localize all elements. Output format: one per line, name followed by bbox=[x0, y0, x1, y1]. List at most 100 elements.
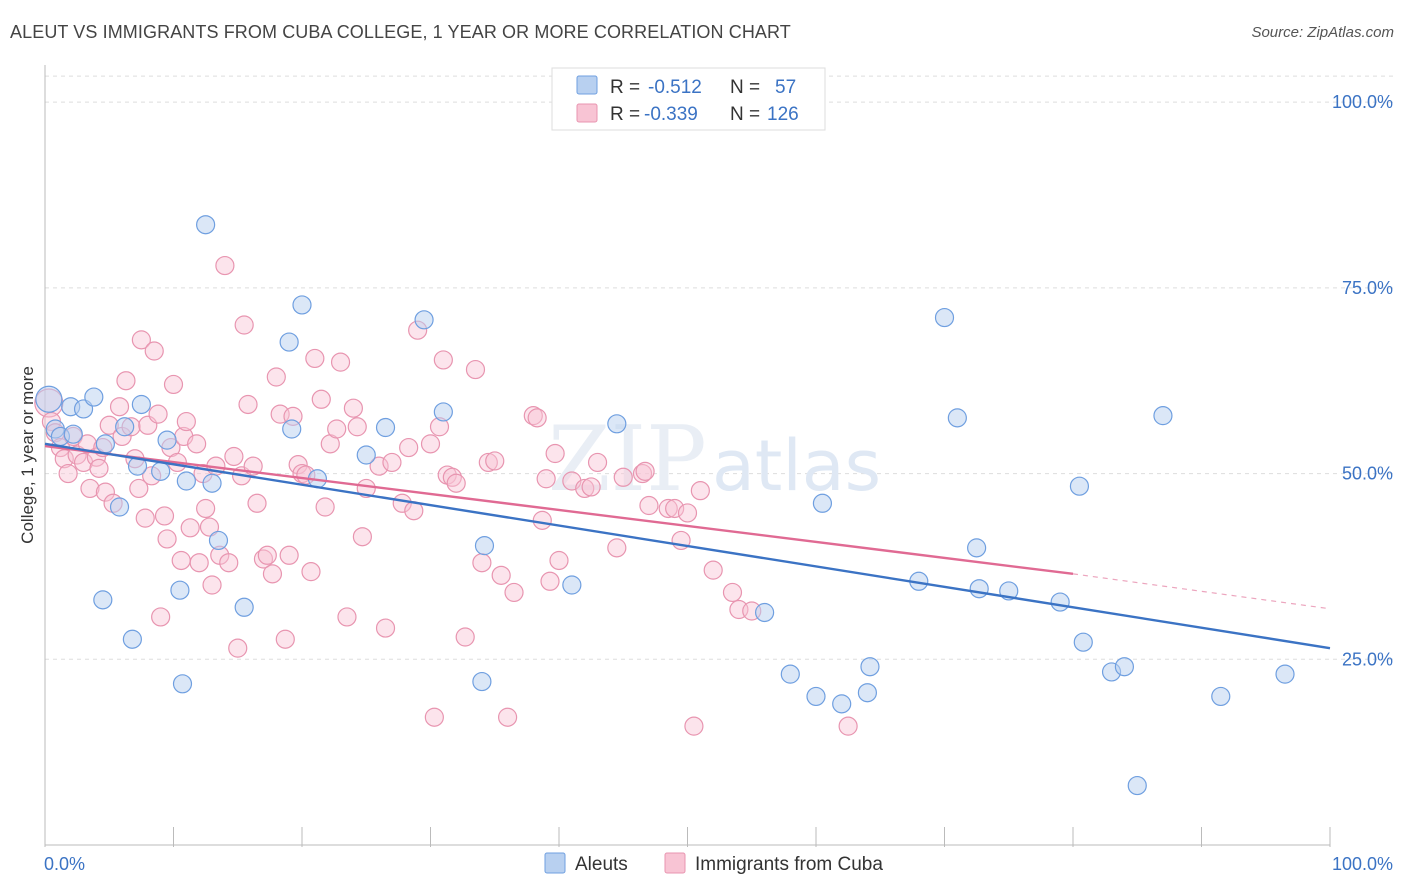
bottom-legend-label-aleuts: Aleuts bbox=[575, 854, 628, 875]
aleut-point bbox=[754, 602, 775, 623]
aleut-point bbox=[172, 674, 193, 694]
source-credit: Source: ZipAtlas.com bbox=[1251, 24, 1394, 41]
aleut-point bbox=[472, 671, 492, 692]
aleut-point bbox=[1127, 775, 1147, 796]
cuba-point bbox=[677, 503, 698, 523]
cuba-point bbox=[527, 408, 547, 428]
cuba-point bbox=[375, 618, 396, 638]
legend-swatch-cuba bbox=[576, 103, 598, 123]
stats-legend: R = -0.512 N = 57 R = -0.339 N = 126 bbox=[551, 67, 826, 131]
aleut-point bbox=[234, 597, 254, 617]
aleut-point bbox=[375, 417, 396, 438]
cuba-point bbox=[504, 582, 524, 603]
cuba-point bbox=[498, 707, 518, 727]
aleut-point bbox=[122, 629, 142, 649]
legend-n-value-cuba: 126 bbox=[767, 104, 799, 125]
cuba-point bbox=[202, 575, 222, 595]
y-tick-label-2: 75.0% bbox=[1342, 278, 1393, 298]
aleut-point bbox=[208, 530, 229, 551]
cuba-point bbox=[58, 463, 78, 484]
legend-r-value-aleuts: -0.512 bbox=[648, 77, 702, 98]
aleut-point bbox=[115, 417, 135, 437]
y-axis-label: College, 1 year or more bbox=[18, 366, 37, 544]
aleut-point bbox=[1050, 592, 1070, 612]
aleut-point bbox=[812, 493, 833, 513]
aleut-point bbox=[93, 590, 113, 610]
cuba-point bbox=[485, 451, 505, 471]
cuba-point bbox=[151, 607, 171, 627]
cuba-point bbox=[703, 560, 723, 580]
cuba-point bbox=[540, 571, 560, 591]
watermark-atlas: atlas bbox=[712, 425, 881, 507]
cuba-point bbox=[148, 404, 168, 424]
chart-title: ALEUT VS IMMIGRANTS FROM CUBA COLLEGE, 1… bbox=[10, 22, 791, 42]
x-tick-label-min: 0.0% bbox=[44, 854, 85, 874]
aleut-point bbox=[1069, 476, 1090, 496]
cuba-point bbox=[305, 348, 325, 369]
cuba-point bbox=[327, 419, 347, 439]
cuba-point bbox=[262, 564, 283, 584]
cuba-point bbox=[219, 553, 239, 573]
cuba-point bbox=[491, 565, 511, 585]
x-tick-label-max: 100.0% bbox=[1332, 854, 1393, 874]
aleut-point bbox=[282, 419, 302, 439]
cuba-point bbox=[690, 481, 710, 501]
aleut-point bbox=[109, 497, 130, 517]
aleut-point bbox=[857, 683, 878, 703]
cuba-point bbox=[587, 452, 608, 473]
cuba-point bbox=[301, 562, 321, 582]
y-tick-label-1: 50.0% bbox=[1342, 464, 1393, 484]
aleut-point bbox=[832, 694, 852, 714]
cuba-point bbox=[356, 478, 376, 499]
aleut-point bbox=[433, 402, 453, 422]
cuba-point bbox=[330, 352, 351, 372]
y-tick-label-3: 100.0% bbox=[1332, 92, 1393, 112]
aleut-point bbox=[157, 430, 177, 450]
watermark-zip: ZIP bbox=[548, 407, 707, 512]
aleut-point bbox=[131, 394, 151, 415]
bottom-legend-swatch-cuba bbox=[664, 852, 686, 874]
cuba-point bbox=[420, 434, 441, 454]
cuba-point bbox=[131, 330, 151, 350]
aleut-point bbox=[1073, 632, 1093, 652]
aleut-point bbox=[414, 310, 434, 330]
cuba-point bbox=[95, 482, 115, 502]
cuba-point bbox=[635, 461, 655, 481]
cuba-point bbox=[253, 549, 274, 569]
cuba-point bbox=[224, 446, 244, 467]
cuba-point bbox=[189, 553, 209, 573]
cuba-point bbox=[478, 452, 498, 473]
cuba-point bbox=[257, 545, 277, 565]
cuba-point bbox=[311, 389, 331, 409]
legend-r-value-cuba: -0.339 bbox=[644, 104, 698, 125]
aleut-points bbox=[35, 215, 1295, 796]
bottom-legend-label-cuba: Immigrants from Cuba bbox=[695, 854, 883, 875]
cuba-point bbox=[180, 518, 200, 538]
cuba-point bbox=[455, 627, 475, 647]
cuba-point bbox=[433, 350, 453, 370]
aleut-point bbox=[196, 215, 216, 235]
cuba-point bbox=[472, 553, 492, 573]
aleut-point bbox=[176, 471, 196, 491]
cuba-point bbox=[722, 582, 743, 603]
cuba-point bbox=[549, 550, 569, 571]
cuba-point bbox=[157, 529, 177, 549]
cuba-point bbox=[369, 456, 389, 476]
cuba-point bbox=[279, 545, 299, 565]
cuba-point bbox=[163, 374, 184, 395]
cuba-point bbox=[80, 478, 100, 499]
cuba-point bbox=[275, 629, 295, 649]
aleut-point bbox=[780, 664, 800, 684]
cuba-point bbox=[536, 469, 556, 489]
cuba-point bbox=[187, 434, 207, 454]
aleut-point bbox=[860, 657, 880, 677]
axes bbox=[44, 65, 1331, 847]
aleut-point bbox=[967, 538, 987, 558]
aleut-point bbox=[1211, 686, 1231, 707]
cuba-point bbox=[135, 508, 155, 528]
cuba-point bbox=[266, 367, 286, 387]
cuba-point bbox=[684, 716, 704, 736]
cuba-point bbox=[238, 394, 258, 415]
aleut-point bbox=[292, 295, 312, 315]
bottom-legend: Aleuts Immigrants from Cuba bbox=[544, 852, 883, 875]
